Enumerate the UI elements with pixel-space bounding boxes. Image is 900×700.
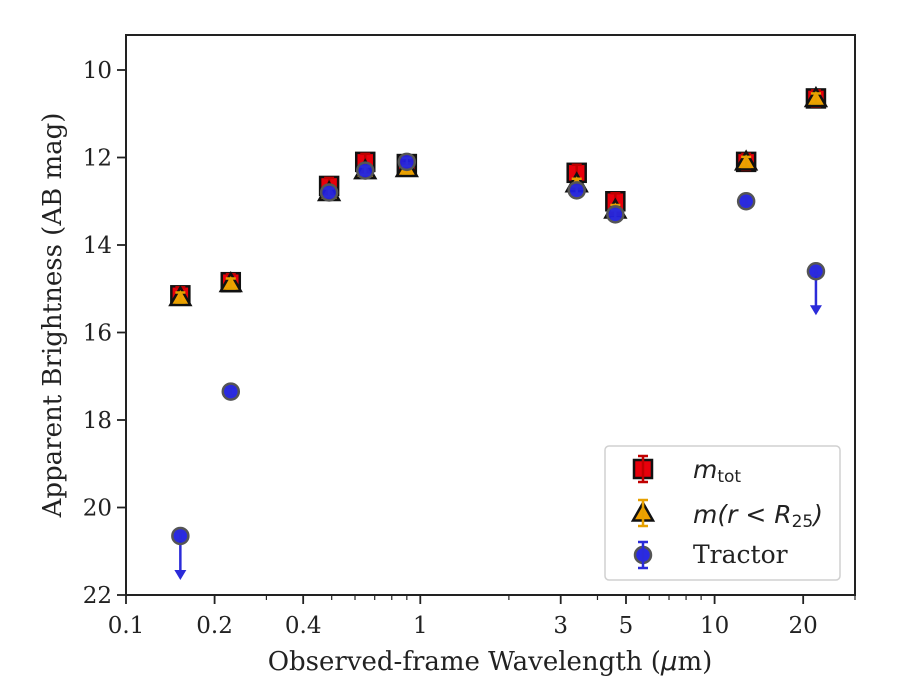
svg-text:m(r < R25): m(r < R25) [693, 500, 823, 532]
y-tick-label: 18 [83, 408, 112, 434]
series-mtot [170, 88, 827, 306]
y-tick-label: 16 [83, 321, 112, 347]
tractor-errorbar [360, 165, 371, 176]
series-mr25 [168, 85, 829, 307]
plot-frame [125, 34, 856, 596]
legend-marker-square [632, 454, 654, 484]
legend-mr25-body: (r < R [717, 500, 791, 529]
legend-marker-triangle [630, 498, 656, 528]
svg-text:mtot: mtot [693, 455, 741, 487]
x-tick-label: 0.1 [108, 613, 145, 639]
legend-marker-circle [633, 540, 653, 570]
tractor-errorbar [610, 209, 621, 220]
plot-area [125, 34, 856, 596]
legend-tractor-label: Tractor [693, 540, 788, 569]
x-axis: 0.1 0.2 0.4 1 3 5 10 20 [108, 595, 856, 639]
tractor-errorbar [324, 187, 335, 198]
mr25-errorbar [741, 155, 752, 169]
x-tick-label: 20 [789, 613, 818, 639]
tractor-errorbar [810, 266, 821, 277]
legend-tractor-errorbar [638, 540, 648, 570]
tractor-errorbar [401, 156, 412, 168]
legend: mtot m(r < R25) Tractor [604, 445, 841, 581]
x-tick-label: 5 [619, 613, 634, 639]
legend-mtot-main: m [693, 455, 717, 484]
mr25-errorbar [175, 291, 186, 304]
legend-mr25-sub: 25 [792, 512, 814, 532]
tractor-errorbar [571, 185, 582, 196]
y-tick-label: 12 [83, 146, 112, 172]
x-axis-label: Observed-frame Wavelength (μm) [268, 647, 713, 677]
y-axis-label: Apparent Brightness (AB mag) [38, 113, 68, 519]
legend-mr25-close: ) [811, 500, 823, 529]
legend-mr25-m: m [693, 500, 717, 529]
x-tick-label: 0.2 [196, 613, 233, 639]
legend-box [604, 445, 841, 581]
mr25-errorbar [225, 277, 236, 290]
y-tick-label: 10 [83, 58, 112, 84]
legend-mtot-sub: tot [717, 467, 741, 487]
x-tick-label: 3 [553, 613, 568, 639]
y-axis: 10 12 14 16 18 20 22 [83, 58, 126, 609]
x-tick-label: 1 [413, 613, 428, 639]
legend-mtot-errorbar [638, 454, 648, 484]
y-tick-label: 20 [83, 496, 112, 522]
legend-mr25-errorbar [638, 498, 648, 528]
y-tick-label: 22 [83, 583, 112, 609]
tractor-errorbar [741, 196, 752, 207]
x-tick-label: 0.4 [285, 613, 322, 639]
tractor-errorbar [225, 386, 236, 397]
data-layer [168, 85, 829, 580]
mr25-errorbar [810, 92, 821, 105]
legend-entry-tractor: Tractor [633, 540, 788, 570]
legend-entry-mr25: m(r < R25) [630, 498, 823, 532]
y-tick-label: 14 [83, 233, 112, 259]
x-tick-label: 10 [700, 613, 729, 639]
legend-entry-mtot: mtot [632, 454, 741, 487]
series-tractor [171, 152, 826, 580]
tractor-errorbar [175, 530, 186, 542]
